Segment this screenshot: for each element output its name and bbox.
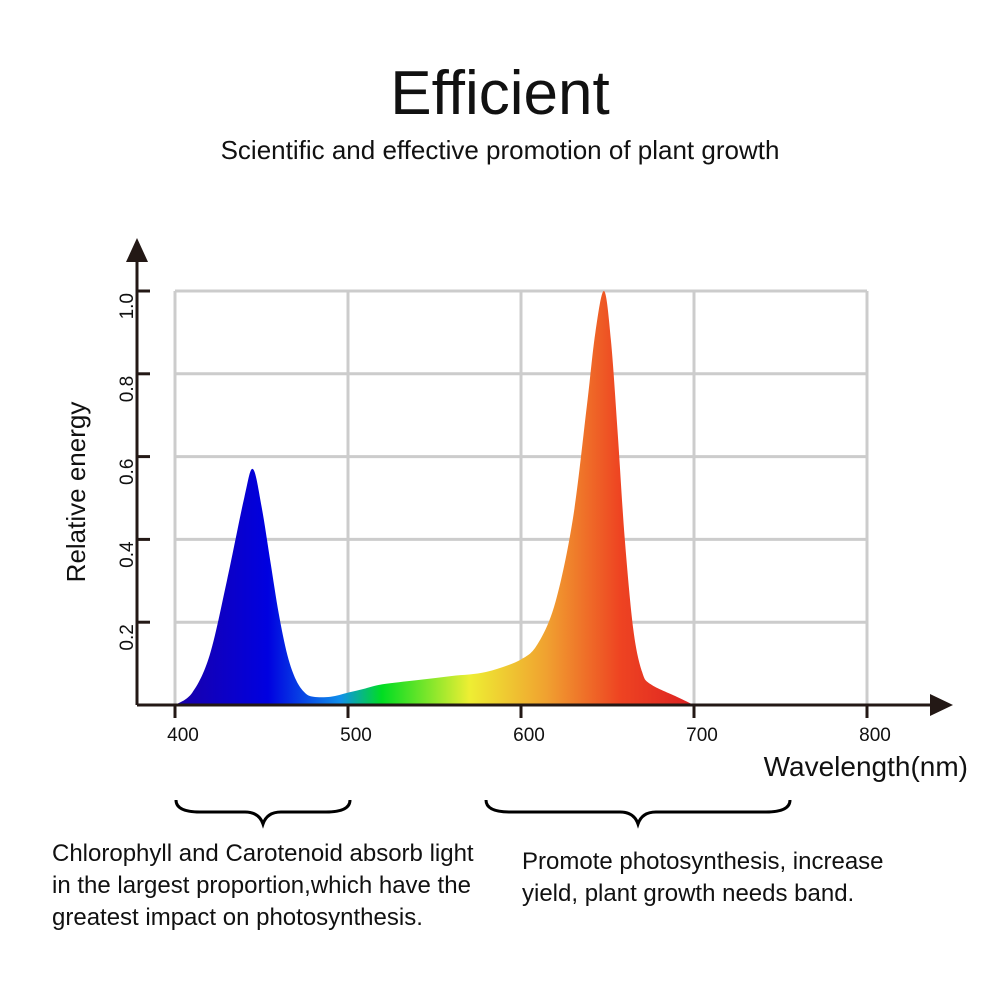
x-tick-label-1: 500 <box>340 725 372 746</box>
x-axis-arrow-icon <box>930 694 953 716</box>
spectrum-area <box>175 290 694 705</box>
x-tick-label-2: 600 <box>513 725 545 746</box>
chart-subtitle: Scientific and effective promotion of pl… <box>220 135 780 165</box>
y-axis-label: Relative energy <box>61 402 91 583</box>
chart-title: Efficient <box>390 59 610 128</box>
brace-right-icon <box>484 799 792 829</box>
y-tick-label-1: 0.4 <box>117 541 138 568</box>
brace-left-icon <box>174 799 352 829</box>
y-tick-label-4: 1.0 <box>117 293 138 319</box>
annotation-left: Chlorophyll and Carotenoid absorb light … <box>52 840 474 931</box>
x-axis-label: Wavelength(nm) <box>764 751 968 782</box>
y-tick-label-3: 0.8 <box>117 376 138 402</box>
y-tick-label-2: 0.6 <box>117 459 138 485</box>
x-tick-label-0: 400 <box>167 725 199 746</box>
y-tick-label-0: 0.2 <box>117 624 138 650</box>
y-axis-arrow-icon <box>126 238 148 262</box>
x-tick-label-3: 700 <box>686 725 718 746</box>
annotation-right: Promote photosynthesis, increase yield, … <box>522 848 884 907</box>
x-tick-label-4: 800 <box>859 725 891 746</box>
